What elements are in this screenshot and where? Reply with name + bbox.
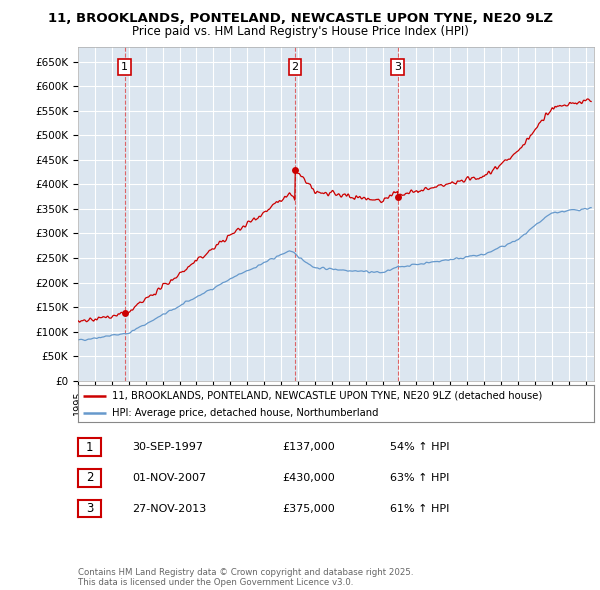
Text: £375,000: £375,000: [282, 504, 335, 513]
Text: £430,000: £430,000: [282, 473, 335, 483]
Text: 61% ↑ HPI: 61% ↑ HPI: [390, 504, 449, 513]
Text: 3: 3: [394, 62, 401, 72]
Text: 11, BROOKLANDS, PONTELAND, NEWCASTLE UPON TYNE, NE20 9LZ: 11, BROOKLANDS, PONTELAND, NEWCASTLE UPO…: [47, 12, 553, 25]
Text: 1: 1: [121, 62, 128, 72]
Text: 63% ↑ HPI: 63% ↑ HPI: [390, 473, 449, 483]
Text: 27-NOV-2013: 27-NOV-2013: [132, 504, 206, 513]
Text: 2: 2: [86, 471, 93, 484]
Text: 1: 1: [86, 441, 93, 454]
Text: 11, BROOKLANDS, PONTELAND, NEWCASTLE UPON TYNE, NE20 9LZ (detached house): 11, BROOKLANDS, PONTELAND, NEWCASTLE UPO…: [112, 391, 542, 401]
Text: HPI: Average price, detached house, Northumberland: HPI: Average price, detached house, Nort…: [112, 408, 378, 418]
Text: Price paid vs. HM Land Registry's House Price Index (HPI): Price paid vs. HM Land Registry's House …: [131, 25, 469, 38]
Text: £137,000: £137,000: [282, 442, 335, 452]
Text: 2: 2: [292, 62, 299, 72]
Text: 3: 3: [86, 502, 93, 515]
Text: 30-SEP-1997: 30-SEP-1997: [132, 442, 203, 452]
Text: 01-NOV-2007: 01-NOV-2007: [132, 473, 206, 483]
Text: Contains HM Land Registry data © Crown copyright and database right 2025.
This d: Contains HM Land Registry data © Crown c…: [78, 568, 413, 587]
Text: 54% ↑ HPI: 54% ↑ HPI: [390, 442, 449, 452]
